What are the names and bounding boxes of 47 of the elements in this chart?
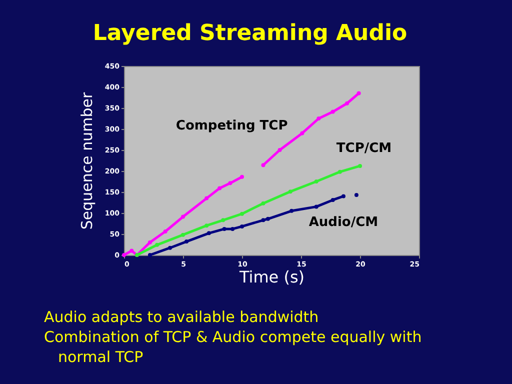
point: [314, 180, 318, 184]
point: [228, 181, 232, 186]
point: [155, 242, 160, 247]
point: [181, 232, 185, 237]
point: [218, 186, 222, 190]
point: [130, 248, 134, 253]
point: [314, 204, 318, 209]
point: [206, 231, 211, 236]
point: [278, 148, 282, 152]
point: [341, 194, 346, 198]
point: [261, 201, 266, 206]
point: [240, 174, 244, 179]
point: [148, 253, 152, 257]
point: [148, 240, 152, 244]
point: [316, 116, 321, 120]
point: [184, 240, 189, 244]
point: [330, 198, 335, 202]
y-axis-title: Sequence number: [78, 92, 96, 230]
chart-title: Layered Streaming Audio: [92, 21, 408, 46]
point: [354, 192, 358, 197]
point: [204, 224, 209, 228]
point: [221, 218, 226, 222]
point: [240, 212, 244, 216]
point: [240, 224, 244, 228]
point: [163, 229, 168, 234]
point: [181, 214, 185, 219]
series-label: TCP/CM: [336, 140, 392, 156]
point: [266, 216, 270, 221]
text: Combination of TCP & Audio compete equally with normal TCP: [44, 328, 422, 366]
x-axis-title: Time (s): [238, 268, 305, 286]
point: [290, 208, 294, 213]
point: [261, 218, 266, 222]
series-label: Audio/CM: [308, 214, 378, 230]
point: [204, 196, 209, 200]
point: [288, 190, 292, 194]
point: [345, 101, 350, 106]
point: [300, 131, 304, 136]
point: [168, 246, 172, 250]
point: [330, 110, 335, 114]
point: [261, 163, 266, 168]
text: Audio adapts to available bandwidth: [44, 308, 319, 326]
point: [358, 164, 362, 168]
series-label: Competing TCP: [176, 118, 288, 134]
point: [356, 91, 361, 96]
point: [230, 226, 235, 231]
point: [222, 226, 226, 231]
point: [338, 170, 342, 174]
